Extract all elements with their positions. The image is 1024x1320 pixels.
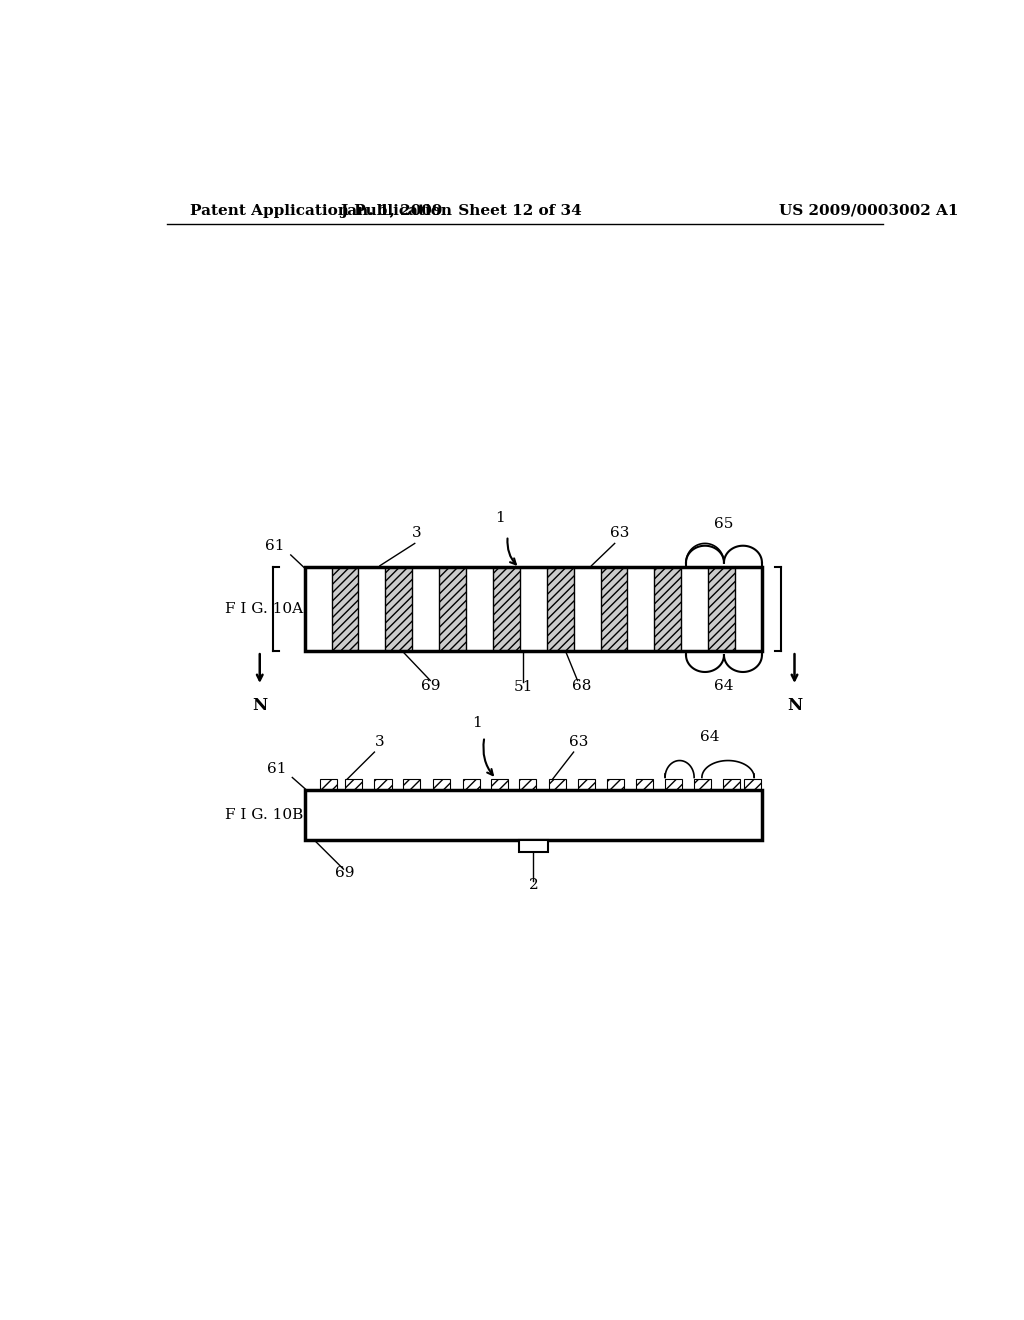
Bar bbox=[413, 566, 439, 651]
Bar bbox=[600, 566, 628, 651]
Text: 63: 63 bbox=[610, 527, 630, 540]
Bar bbox=[432, 779, 450, 789]
Bar bbox=[547, 566, 574, 651]
Bar bbox=[305, 566, 762, 651]
Text: 3: 3 bbox=[375, 735, 385, 748]
Text: 69: 69 bbox=[335, 866, 354, 880]
Bar bbox=[490, 779, 508, 789]
Bar bbox=[305, 789, 762, 840]
Text: 61: 61 bbox=[265, 539, 285, 553]
Bar bbox=[493, 566, 520, 651]
Bar bbox=[735, 566, 762, 651]
Bar bbox=[519, 779, 537, 789]
Text: 2: 2 bbox=[528, 878, 539, 892]
Bar bbox=[607, 779, 624, 789]
Bar bbox=[403, 779, 420, 789]
Bar bbox=[723, 779, 740, 789]
Text: 63: 63 bbox=[569, 735, 589, 748]
Text: 69: 69 bbox=[421, 678, 440, 693]
Text: Patent Application Publication: Patent Application Publication bbox=[190, 203, 452, 218]
Bar bbox=[549, 779, 566, 789]
Bar bbox=[628, 566, 654, 651]
Text: 64: 64 bbox=[699, 730, 720, 743]
Bar bbox=[305, 566, 332, 651]
Bar bbox=[518, 840, 548, 853]
Text: US 2009/0003002 A1: US 2009/0003002 A1 bbox=[779, 203, 958, 218]
Text: 64: 64 bbox=[714, 678, 734, 693]
Text: 51: 51 bbox=[514, 680, 532, 694]
Bar bbox=[573, 566, 601, 651]
Bar bbox=[375, 779, 391, 789]
Bar bbox=[744, 779, 761, 789]
Bar bbox=[578, 779, 595, 789]
Text: 61: 61 bbox=[266, 762, 286, 776]
Bar bbox=[358, 566, 386, 651]
Text: 1: 1 bbox=[472, 715, 481, 730]
Bar bbox=[321, 779, 337, 789]
Bar bbox=[439, 566, 467, 651]
Bar bbox=[520, 566, 547, 651]
Bar bbox=[693, 779, 711, 789]
Bar bbox=[709, 566, 735, 651]
Text: N: N bbox=[252, 697, 267, 714]
Text: Jan. 1, 2009   Sheet 12 of 34: Jan. 1, 2009 Sheet 12 of 34 bbox=[340, 203, 582, 218]
Text: 3: 3 bbox=[412, 527, 421, 540]
Bar bbox=[385, 566, 413, 651]
Bar bbox=[665, 779, 682, 789]
Bar bbox=[681, 566, 709, 651]
Text: F I G. 10B: F I G. 10B bbox=[225, 808, 303, 822]
Text: F I G. 10A: F I G. 10A bbox=[225, 602, 303, 616]
Bar bbox=[345, 779, 362, 789]
Bar bbox=[654, 566, 682, 651]
Bar bbox=[463, 779, 480, 789]
Text: N: N bbox=[786, 697, 802, 714]
Bar bbox=[332, 566, 358, 651]
Bar bbox=[636, 779, 652, 789]
Bar bbox=[466, 566, 494, 651]
Text: 65: 65 bbox=[715, 517, 733, 531]
Text: 1: 1 bbox=[496, 511, 505, 525]
Text: 68: 68 bbox=[571, 678, 591, 693]
